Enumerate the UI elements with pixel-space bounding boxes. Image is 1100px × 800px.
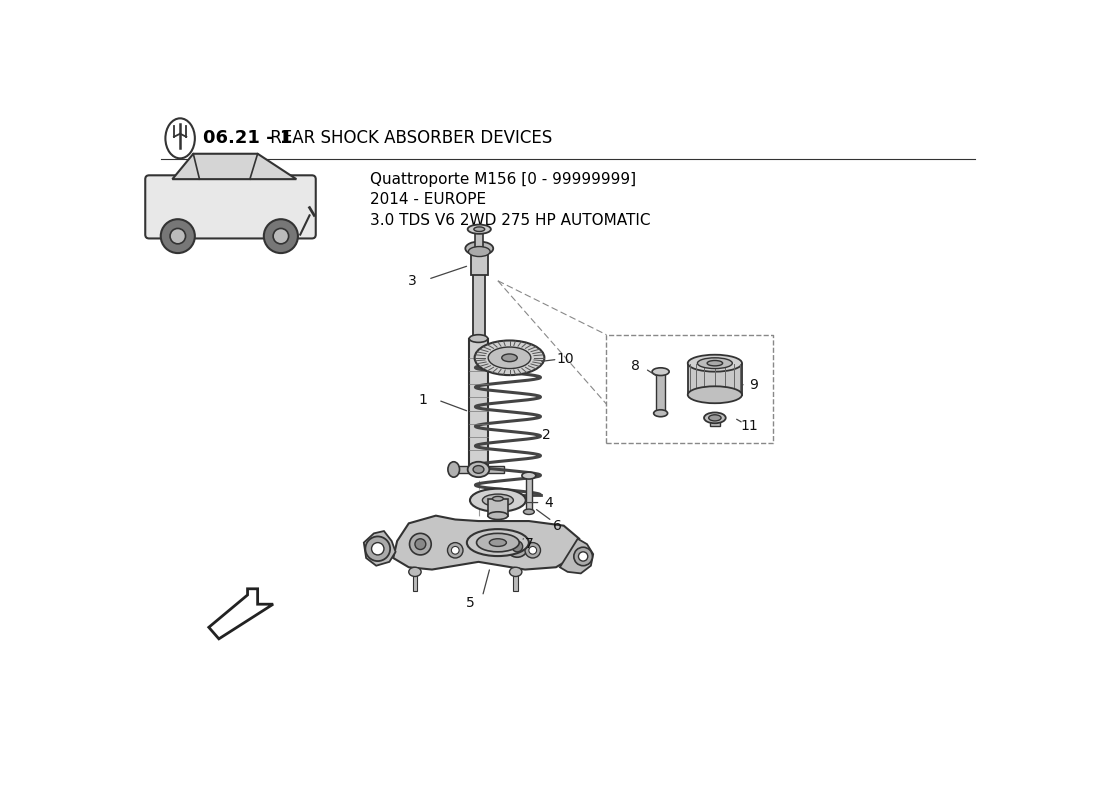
Circle shape: [529, 546, 537, 554]
Bar: [514, 572, 518, 591]
Bar: [711, 416, 719, 426]
Ellipse shape: [493, 496, 504, 501]
Ellipse shape: [474, 227, 485, 231]
Bar: [473, 273, 485, 342]
Circle shape: [273, 229, 288, 244]
Ellipse shape: [483, 494, 514, 506]
Ellipse shape: [473, 466, 484, 474]
Ellipse shape: [487, 512, 508, 519]
Ellipse shape: [708, 414, 722, 421]
Circle shape: [525, 542, 540, 558]
Polygon shape: [173, 154, 296, 179]
Ellipse shape: [688, 354, 742, 372]
Ellipse shape: [470, 334, 487, 342]
Text: 3: 3: [408, 274, 417, 288]
Ellipse shape: [476, 534, 519, 552]
Circle shape: [264, 219, 298, 253]
Text: 5: 5: [466, 596, 475, 610]
Ellipse shape: [468, 462, 490, 477]
Ellipse shape: [524, 509, 535, 514]
Circle shape: [574, 547, 593, 566]
Text: 4: 4: [543, 495, 552, 510]
Text: 1: 1: [418, 393, 427, 407]
Text: 2: 2: [542, 428, 551, 442]
Circle shape: [579, 552, 587, 561]
Circle shape: [506, 536, 528, 558]
FancyBboxPatch shape: [145, 175, 316, 238]
Circle shape: [448, 542, 463, 558]
Ellipse shape: [470, 489, 526, 512]
Bar: [688, 364, 742, 394]
Ellipse shape: [521, 472, 536, 479]
Text: 6: 6: [553, 518, 562, 533]
Ellipse shape: [653, 410, 668, 417]
Polygon shape: [209, 589, 273, 639]
Ellipse shape: [704, 413, 726, 423]
Bar: [412, 572, 417, 591]
Ellipse shape: [474, 341, 544, 375]
Text: REAR SHOCK ABSORBER DEVICES: REAR SHOCK ABSORBER DEVICES: [265, 130, 552, 147]
Text: 06.21 - 1: 06.21 - 1: [204, 130, 293, 147]
Text: 7: 7: [525, 537, 533, 551]
Circle shape: [415, 538, 426, 550]
Polygon shape: [560, 538, 593, 574]
Circle shape: [170, 229, 186, 244]
Bar: [453, 466, 504, 474]
Ellipse shape: [488, 347, 531, 369]
Circle shape: [512, 541, 522, 552]
Ellipse shape: [469, 246, 491, 257]
Bar: [475, 230, 483, 249]
Ellipse shape: [465, 242, 493, 255]
Ellipse shape: [707, 361, 723, 366]
Text: Quattroporte M156 [0 - 99999999]: Quattroporte M156 [0 - 99999999]: [370, 172, 636, 186]
Circle shape: [372, 542, 384, 555]
Polygon shape: [364, 531, 396, 566]
Ellipse shape: [697, 358, 733, 369]
Ellipse shape: [502, 354, 517, 362]
Text: 10: 10: [557, 352, 574, 366]
Ellipse shape: [509, 567, 521, 577]
Bar: [470, 338, 487, 466]
Ellipse shape: [652, 368, 669, 375]
Bar: [487, 498, 508, 516]
Circle shape: [409, 534, 431, 555]
Text: 9: 9: [749, 378, 758, 392]
Bar: [657, 373, 664, 414]
Circle shape: [161, 219, 195, 253]
Polygon shape: [394, 516, 580, 570]
Ellipse shape: [165, 118, 195, 158]
Ellipse shape: [448, 462, 460, 477]
Bar: [471, 250, 487, 274]
Ellipse shape: [688, 386, 742, 403]
Circle shape: [365, 537, 390, 561]
Ellipse shape: [409, 567, 421, 577]
Circle shape: [451, 546, 459, 554]
Ellipse shape: [466, 529, 529, 556]
Ellipse shape: [468, 225, 491, 234]
Text: 3.0 TDS V6 2WD 275 HP AUTOMATIC: 3.0 TDS V6 2WD 275 HP AUTOMATIC: [370, 214, 650, 228]
Text: 2014 - EUROPE: 2014 - EUROPE: [370, 193, 486, 207]
Bar: [526, 477, 532, 512]
Text: 11: 11: [741, 418, 759, 433]
Text: 8: 8: [630, 358, 639, 373]
Ellipse shape: [490, 538, 506, 546]
